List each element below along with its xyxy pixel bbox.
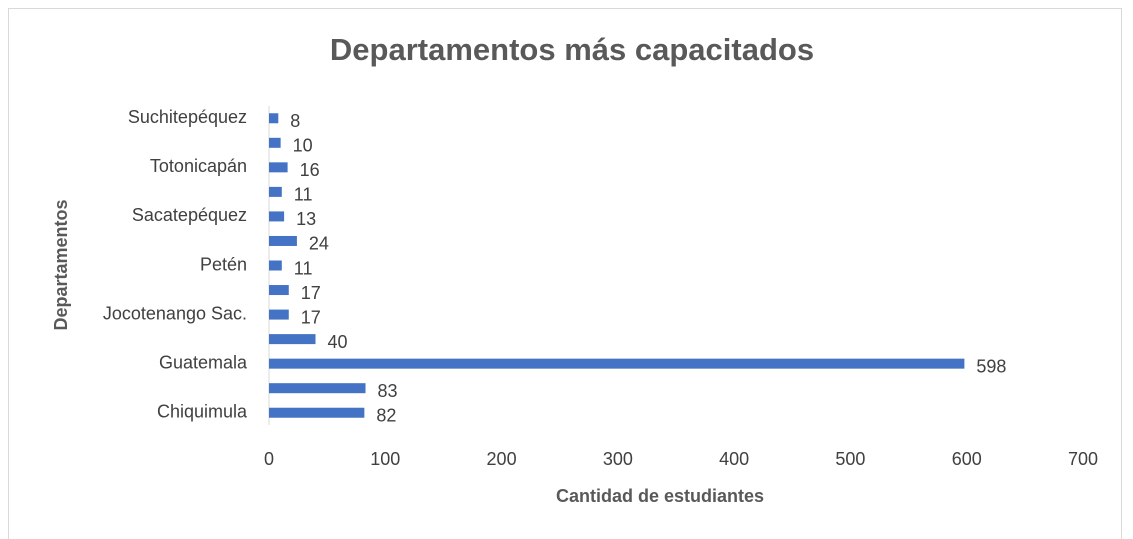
bar bbox=[269, 334, 316, 345]
y-tick-label: Jocotenango Sac. bbox=[103, 303, 247, 323]
y-tick-label: Guatemala bbox=[159, 352, 248, 372]
y-tick-label: Chiquimula bbox=[157, 401, 248, 421]
bar bbox=[269, 113, 279, 124]
y-axis-label: Departamentos bbox=[51, 199, 71, 330]
bar bbox=[269, 137, 281, 148]
data-label: 11 bbox=[294, 258, 313, 278]
y-tick-label: Suchitepéquez bbox=[128, 107, 247, 127]
data-label: 17 bbox=[301, 307, 321, 327]
data-label: 10 bbox=[293, 136, 313, 156]
y-tick-label: Sacatepéquez bbox=[132, 205, 247, 225]
x-tick-label: 400 bbox=[719, 449, 749, 469]
y-tick-label: Petén bbox=[200, 254, 247, 274]
data-label: 83 bbox=[378, 381, 398, 401]
bar bbox=[269, 260, 282, 271]
bar bbox=[269, 285, 289, 296]
bar bbox=[269, 358, 965, 369]
y-tick-label: Totonicapán bbox=[150, 156, 247, 176]
x-tick-label: 600 bbox=[952, 449, 982, 469]
x-tick-label: 700 bbox=[1068, 449, 1098, 469]
data-label: 598 bbox=[976, 356, 1006, 376]
data-label: 8 bbox=[290, 111, 300, 131]
bar bbox=[269, 162, 288, 173]
x-tick-label: 200 bbox=[487, 449, 517, 469]
bar bbox=[269, 309, 289, 320]
x-tick-label: 500 bbox=[835, 449, 865, 469]
x-tick-label: 300 bbox=[603, 449, 633, 469]
data-label: 13 bbox=[296, 209, 316, 229]
data-label: 40 bbox=[328, 332, 348, 352]
bar bbox=[269, 186, 282, 197]
bar bbox=[269, 211, 285, 222]
x-tick-label: 0 bbox=[264, 449, 274, 469]
chart-title: Departamentos más capacitados bbox=[330, 32, 814, 67]
bar bbox=[269, 235, 297, 246]
data-label: 16 bbox=[300, 160, 320, 180]
x-axis-label: Cantidad de estudiantes bbox=[556, 486, 764, 506]
x-tick-label: 100 bbox=[370, 449, 400, 469]
data-label: 82 bbox=[376, 405, 396, 425]
data-label: 11 bbox=[294, 185, 313, 205]
chart-border bbox=[8, 8, 1122, 539]
data-label: 24 bbox=[309, 234, 329, 254]
bar bbox=[269, 407, 365, 418]
data-label: 17 bbox=[301, 283, 321, 303]
bar bbox=[269, 383, 366, 394]
